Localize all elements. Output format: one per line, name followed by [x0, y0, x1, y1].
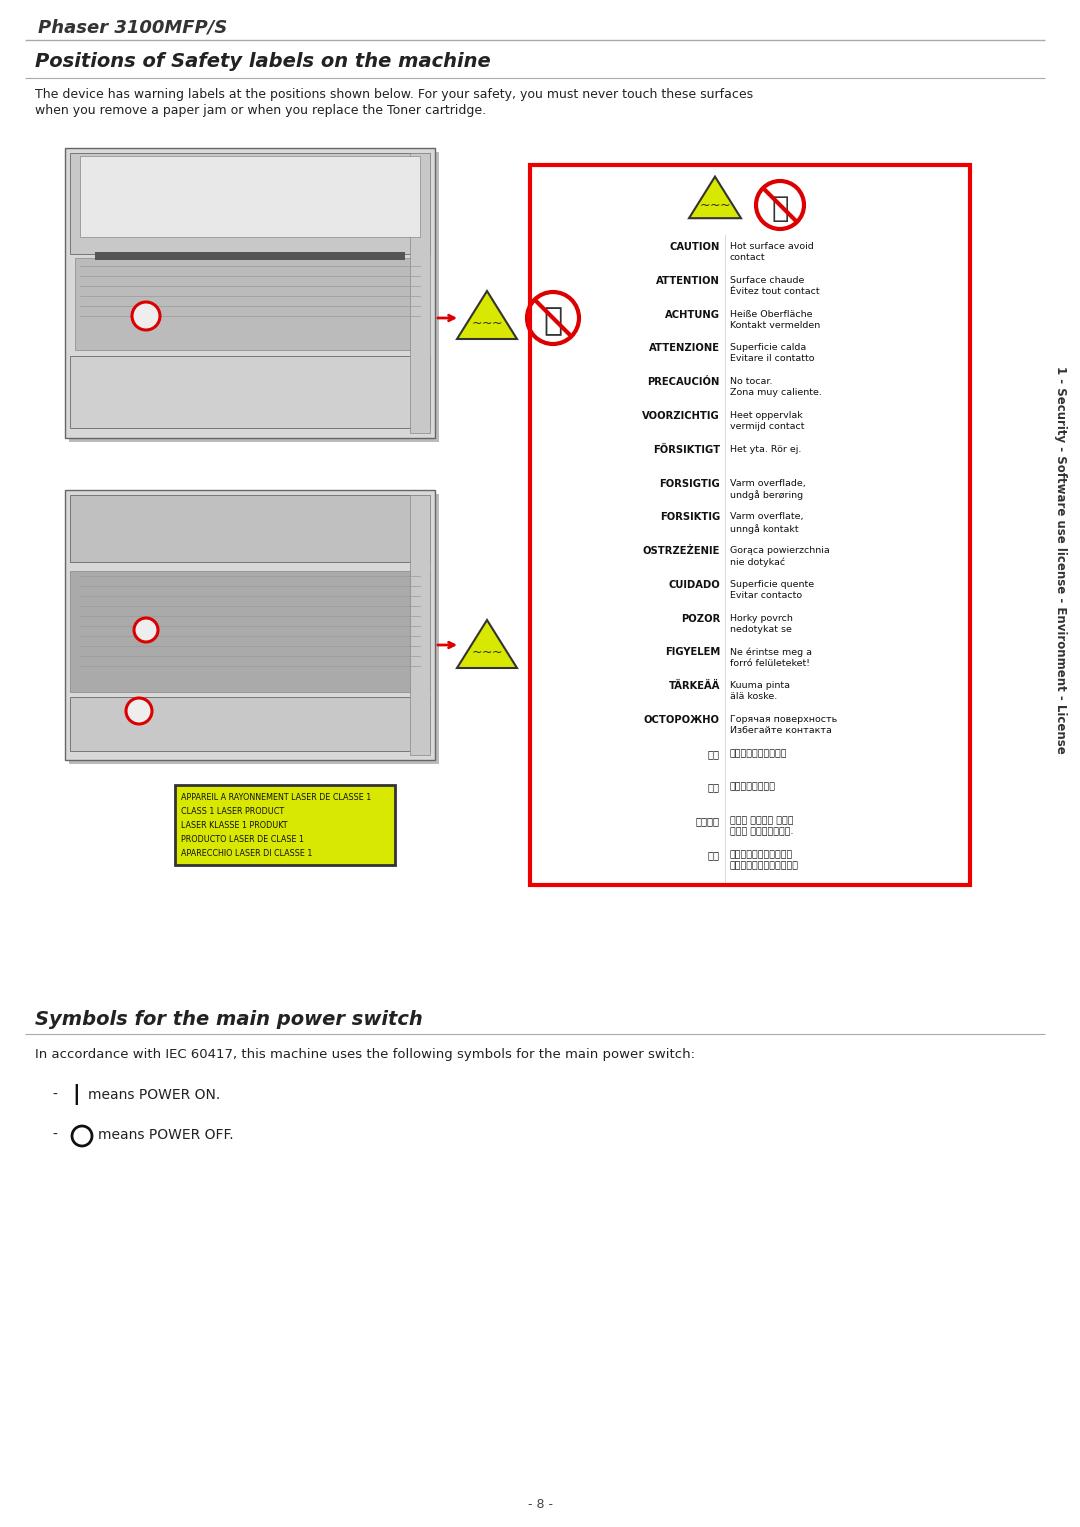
Text: Varm overflate,
unngå kontakt: Varm overflate, unngå kontakt — [730, 513, 804, 533]
Text: Hot surface avoid
contact: Hot surface avoid contact — [730, 241, 813, 263]
Text: Heet oppervlak
vermijd contact: Heet oppervlak vermijd contact — [730, 411, 805, 431]
Polygon shape — [457, 620, 517, 667]
Text: FORSIGTIG: FORSIGTIG — [659, 478, 720, 489]
Text: The device has warning labels at the positions shown below. For your safety, you: The device has warning labels at the pos… — [35, 89, 753, 101]
Text: Heiße Oberfläche
Kontakt vermelden: Heiße Oberfläche Kontakt vermelden — [730, 310, 820, 330]
FancyBboxPatch shape — [70, 356, 430, 428]
FancyBboxPatch shape — [70, 571, 430, 692]
Circle shape — [756, 182, 804, 229]
Text: 1 - Security - Software use license - Environment - License: 1 - Security - Software use license - En… — [1053, 366, 1067, 754]
Text: ~: ~ — [472, 316, 483, 330]
Text: Het yta. Rör ej.: Het yta. Rör ej. — [730, 444, 801, 454]
Text: ОСТОРОЖНО: ОСТОРОЖНО — [644, 715, 720, 725]
Text: |: | — [72, 1084, 80, 1106]
Text: Kuuma pinta
älä koske.: Kuuma pinta älä koske. — [730, 681, 789, 701]
Text: OSTRZEŻENIE: OSTRZEŻENIE — [643, 547, 720, 556]
Text: CUIDADO: CUIDADO — [669, 580, 720, 589]
Text: Symbols for the main power switch: Symbols for the main power switch — [35, 1009, 422, 1029]
Text: TÄRKEÄÄ: TÄRKEÄÄ — [669, 681, 720, 692]
FancyBboxPatch shape — [410, 495, 430, 754]
Text: ~: ~ — [482, 316, 492, 330]
Text: ATTENTION: ATTENTION — [657, 276, 720, 286]
Text: - 8 -: - 8 - — [527, 1498, 553, 1512]
Text: FÖRSIKTIGT: FÖRSIKTIGT — [653, 444, 720, 455]
Polygon shape — [457, 292, 517, 339]
Polygon shape — [689, 177, 741, 218]
Text: 고온주의: 고온주의 — [696, 817, 720, 826]
Text: means POWER OFF.: means POWER OFF. — [98, 1128, 233, 1142]
Text: CAUTION: CAUTION — [670, 241, 720, 252]
Bar — [530, 165, 970, 886]
Circle shape — [134, 618, 158, 641]
Text: APARECCHIO LASER DI CLASSE 1: APARECCHIO LASER DI CLASSE 1 — [181, 849, 312, 858]
Text: Superficie quente
Evitar contacto: Superficie quente Evitar contacto — [730, 580, 814, 600]
Text: In accordance with IEC 60417, this machine uses the following symbols for the ma: In accordance with IEC 60417, this machi… — [35, 1048, 696, 1061]
Circle shape — [126, 698, 152, 724]
Text: 注意: 注意 — [708, 783, 720, 793]
Text: ~: ~ — [710, 199, 720, 212]
Text: APPAREIL A RAYONNEMENT LASER DE CLASSE 1: APPAREIL A RAYONNEMENT LASER DE CLASSE 1 — [181, 793, 372, 802]
Text: POZOR: POZOR — [680, 614, 720, 623]
Text: Ne érintse meg a
forró felületeket!: Ne érintse meg a forró felületeket! — [730, 647, 812, 669]
Text: Phaser 3100MFP/S: Phaser 3100MFP/S — [38, 18, 228, 37]
FancyBboxPatch shape — [80, 156, 420, 237]
Text: 表面高温，请勿接触。: 表面高温，请勿接触。 — [730, 748, 787, 757]
Text: -: - — [52, 1089, 57, 1102]
Text: Superficie calda
Evitare il contatto: Superficie calda Evitare il contatto — [730, 344, 814, 363]
Text: ✋: ✋ — [543, 307, 563, 337]
Text: 表面高温請勿觸摸: 表面高温請勿觸摸 — [730, 783, 777, 791]
FancyBboxPatch shape — [70, 696, 430, 751]
Text: Positions of Safety labels on the machine: Positions of Safety labels on the machin… — [35, 52, 490, 70]
Text: 注意: 注意 — [708, 851, 720, 860]
Text: ATTENZIONE: ATTENZIONE — [649, 344, 720, 353]
Text: Horky povrch
nedotykat se: Horky povrch nedotykat se — [730, 614, 793, 634]
Text: ~: ~ — [482, 646, 492, 658]
Text: -: - — [52, 1128, 57, 1142]
Text: ~: ~ — [719, 199, 730, 212]
Text: ~: ~ — [491, 646, 502, 658]
Bar — [175, 785, 395, 864]
Text: Surface chaude
Évitez tout contact: Surface chaude Évitez tout contact — [730, 276, 820, 296]
Text: means POWER ON.: means POWER ON. — [87, 1089, 220, 1102]
Text: 注意: 注意 — [708, 748, 720, 759]
Text: ACHTUNG: ACHTUNG — [665, 310, 720, 319]
FancyBboxPatch shape — [69, 495, 438, 764]
Circle shape — [132, 302, 160, 330]
Text: CLASS 1 LASER PRODUCT: CLASS 1 LASER PRODUCT — [181, 806, 284, 815]
Text: No tocar.
Zona muy caliente.: No tocar. Zona muy caliente. — [730, 377, 822, 397]
Text: VOORZICHTIG: VOORZICHTIG — [643, 411, 720, 421]
Text: Varm overflade,
undgå berøring: Varm overflade, undgå berøring — [730, 478, 806, 499]
FancyBboxPatch shape — [75, 258, 426, 350]
FancyBboxPatch shape — [65, 490, 435, 760]
FancyBboxPatch shape — [95, 252, 405, 260]
Bar — [531, 166, 969, 237]
Text: FIGYELEM: FIGYELEM — [665, 647, 720, 658]
Circle shape — [527, 292, 579, 344]
FancyBboxPatch shape — [70, 153, 430, 253]
Text: ✋: ✋ — [771, 195, 788, 223]
Text: ~: ~ — [700, 199, 711, 212]
Text: 표면이 뜨거우로 만지지
않도록 주의해주십시오.: 표면이 뜨거우로 만지지 않도록 주의해주십시오. — [730, 817, 794, 837]
Text: PRECAUCIÓN: PRECAUCIÓN — [648, 377, 720, 388]
Text: Gorąca powierzchnia
nie dotykać: Gorąca powierzchnia nie dotykać — [730, 547, 829, 567]
Text: 表面が熱くなっています
ので触らないでください。: 表面が熱くなっています ので触らないでください。 — [730, 851, 799, 870]
Text: when you remove a paper jam or when you replace the Toner cartridge.: when you remove a paper jam or when you … — [35, 104, 486, 118]
FancyBboxPatch shape — [410, 153, 430, 434]
Text: Горячая поверхность
Избегайте контакта: Горячая поверхность Избегайте контакта — [730, 715, 837, 734]
FancyBboxPatch shape — [65, 148, 435, 438]
FancyBboxPatch shape — [69, 153, 438, 441]
Text: FORSIKTIG: FORSIKTIG — [660, 513, 720, 522]
FancyBboxPatch shape — [70, 495, 430, 562]
Text: ~: ~ — [472, 646, 483, 658]
Bar — [530, 165, 970, 886]
Text: LASER KLASSE 1 PRODUKT: LASER KLASSE 1 PRODUKT — [181, 822, 287, 831]
Text: ~: ~ — [491, 316, 502, 330]
Text: PRODUCTO LASER DE CLASE 1: PRODUCTO LASER DE CLASE 1 — [181, 835, 303, 844]
